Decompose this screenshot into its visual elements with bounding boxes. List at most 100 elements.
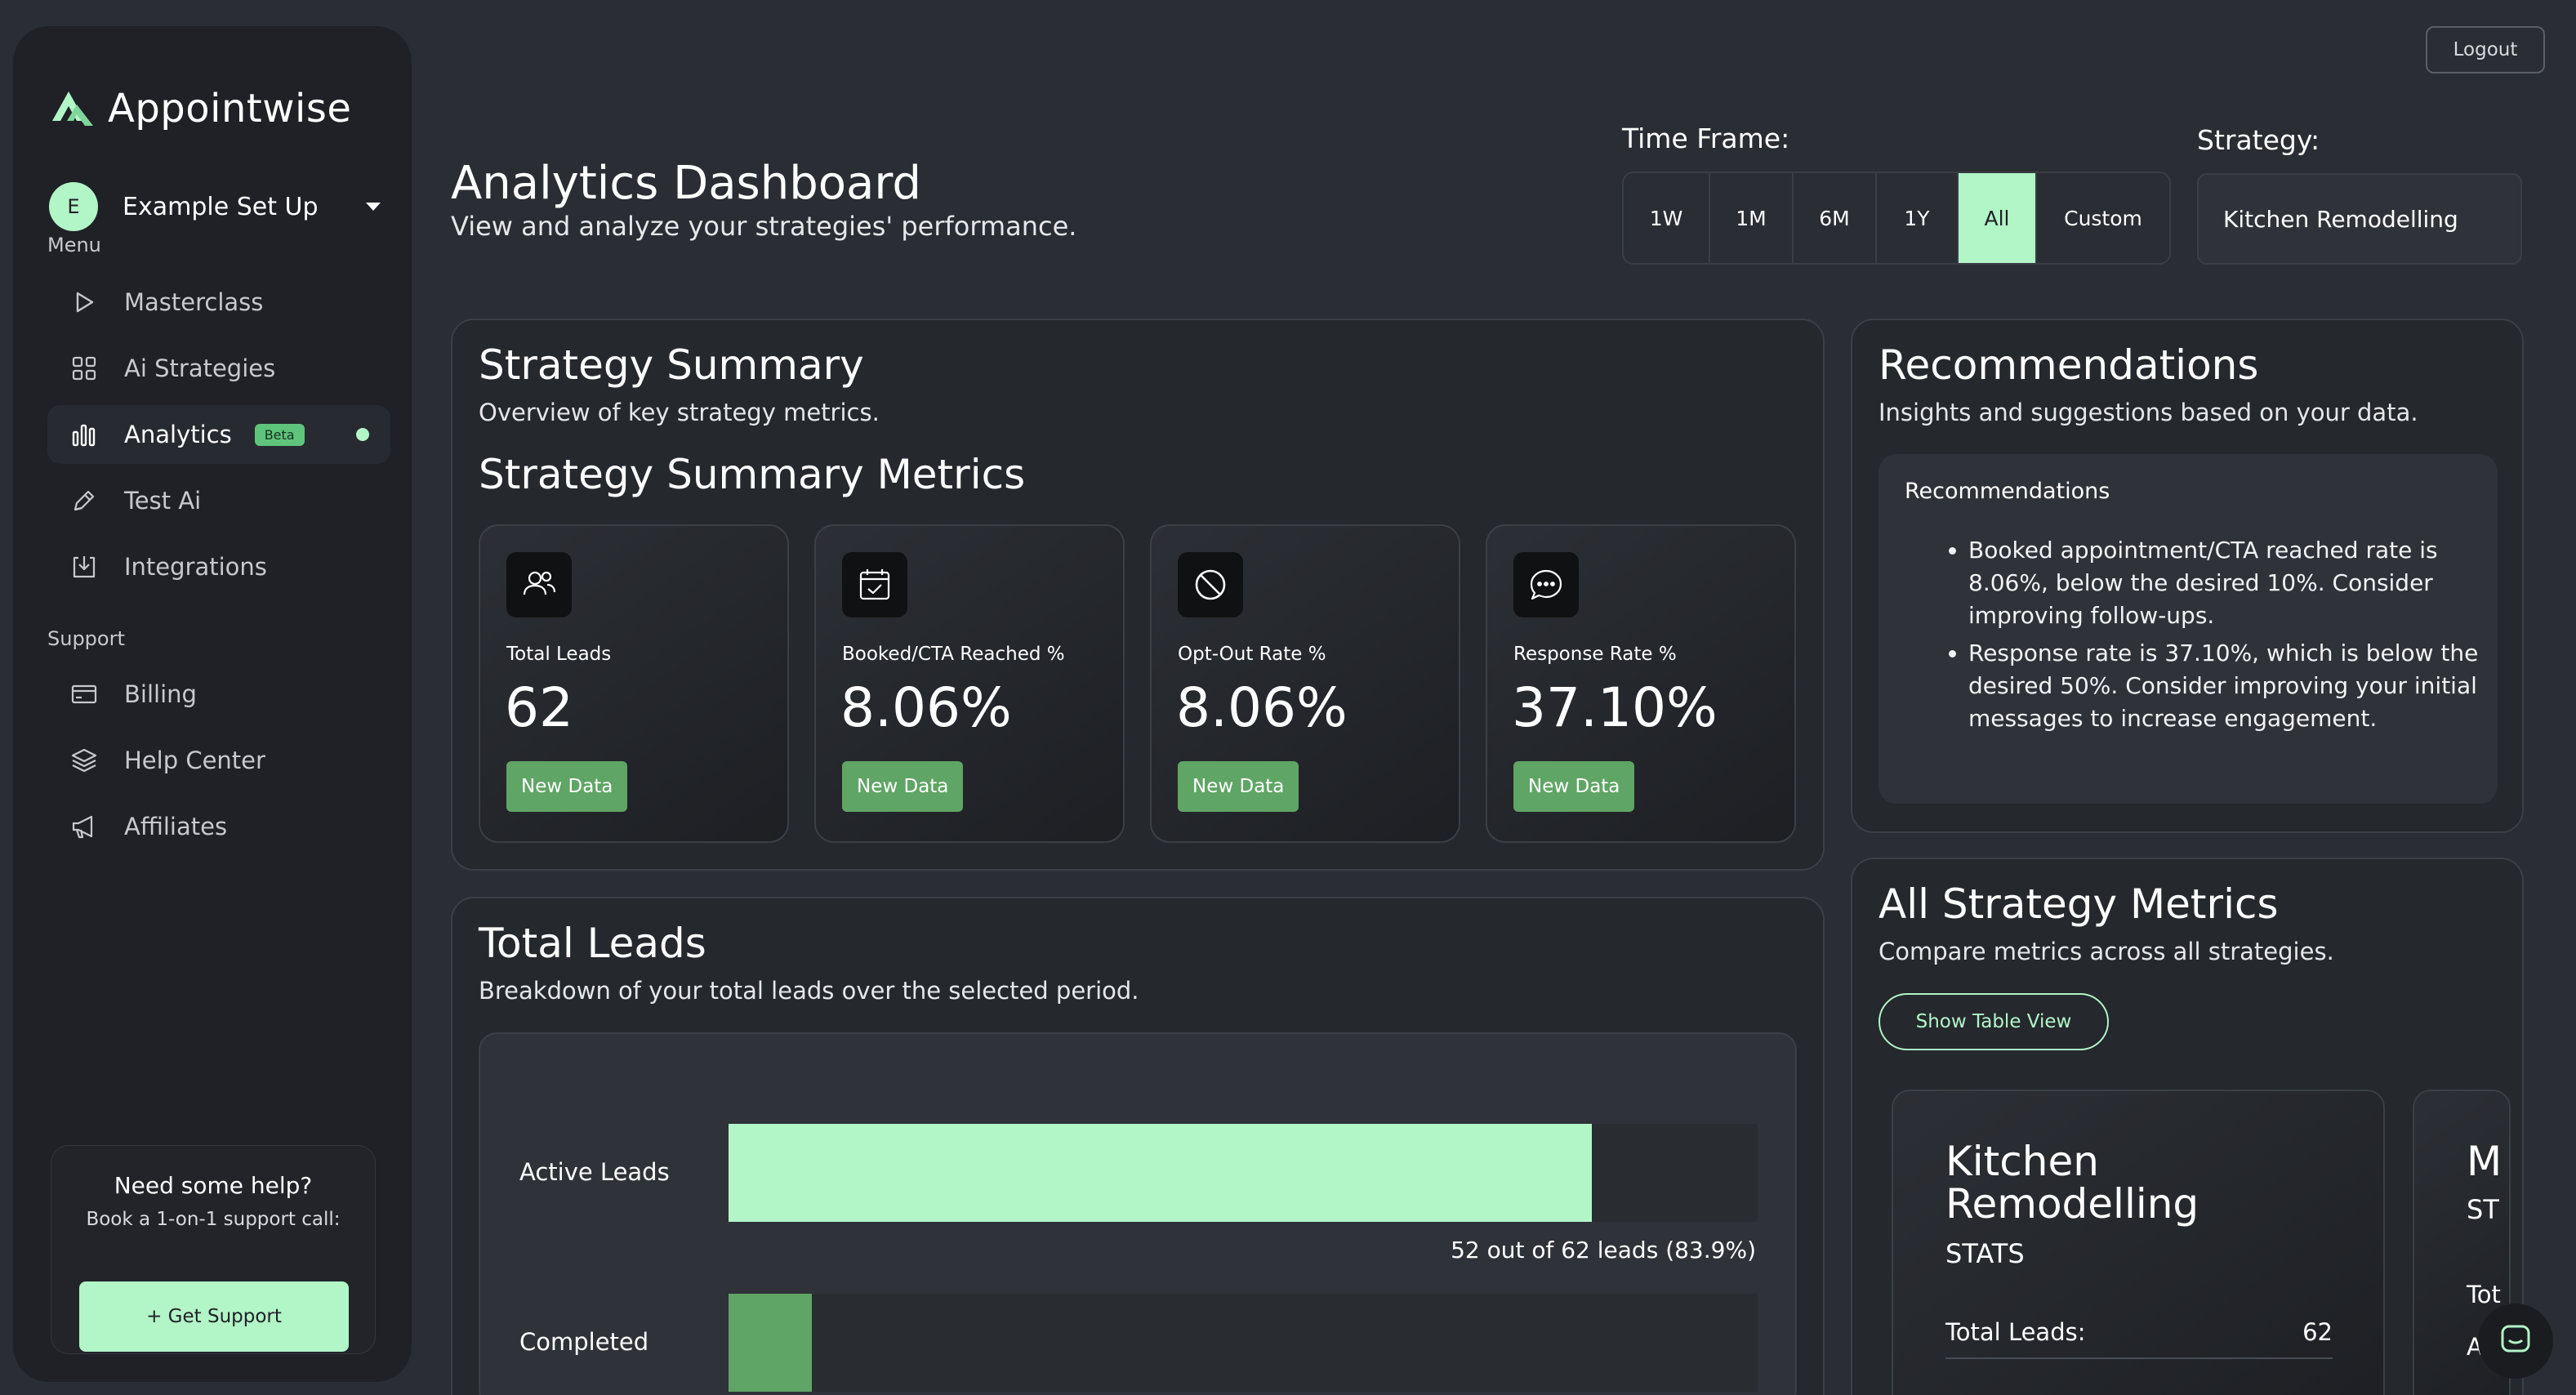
timeframe-selector: 1W 1M 6M 1Y All Custom [1622,172,2171,265]
page-subtitle: View and analyze your strategies' perfor… [451,211,1077,242]
sidebar-item-label: Test Ai [124,487,202,515]
leads-bar-chart: Active Leads 52 out of 62 leads (83.9%) … [479,1032,1797,1395]
page-title: Analytics Dashboard [451,157,921,210]
brand-logo[interactable]: Appointwise [49,85,351,132]
calendar-check-icon [842,552,907,617]
strategy-card[interactable]: Kitchen Remodelling STATS Total Leads: 6… [1892,1090,2385,1395]
sidebar-item-help-center[interactable]: Help Center [47,731,390,790]
timeframe-option-1m[interactable]: 1M [1710,173,1794,263]
menu-section-label: Menu [47,234,101,256]
sidebar-item-label: Help Center [124,747,265,774]
pencil-icon [69,485,100,516]
metric-label: Booked/CTA Reached % [842,644,1065,665]
timeframe-label: Time Frame: [1622,123,1790,154]
sidebar-item-label: Integrations [124,553,267,581]
avatar: E [49,182,98,231]
sidebar-item-label: Billing [124,680,197,708]
sidebar-item-test-ai[interactable]: Test Ai [47,471,390,530]
metric-value: 62 [505,676,573,739]
timeframe-option-1w[interactable]: 1W [1624,173,1710,263]
account-switcher[interactable]: E Example Set Up [49,181,392,232]
metric-label: Response Rate % [1513,644,1677,665]
sidebar-item-billing[interactable]: Billing [47,665,390,724]
panel-title: Total Leads [479,920,706,967]
bar-completed [729,1294,812,1392]
support-card-subtitle: Book a 1-on-1 support call: [86,1209,341,1230]
support-section-label: Support [47,627,125,650]
timeframe-option-all[interactable]: All [1959,173,2037,263]
timeframe-option-1y[interactable]: 1Y [1877,173,1959,263]
metric-value: 37.10% [1512,676,1718,739]
chat-icon [2497,1321,2534,1362]
sidebar-item-affiliates[interactable]: Affiliates [47,797,390,856]
sidebar-item-label: Masterclass [124,288,264,316]
sidebar-item-masterclass[interactable]: Masterclass [47,273,390,332]
recommendations-box-title: Recommendations [1905,479,2110,504]
recommendation-item: Response rate is 37.10%, which is below … [1968,637,2491,735]
recommendations-box: Recommendations Booked appointment/CTA r… [1879,454,2498,804]
support-menu: Billing Help Center Affiliates [47,665,390,863]
chat-launcher-button[interactable] [2478,1304,2553,1379]
users-icon [506,552,572,617]
stat-label: Tot [2467,1281,2501,1308]
panel-subtitle: Breakdown of your total leads over the s… [479,977,1139,1005]
strategy-name: M [2467,1138,2502,1185]
download-box-icon [69,551,100,582]
show-table-view-button[interactable]: Show Table View [1879,993,2109,1050]
strategy-label: Strategy: [2197,124,2320,156]
appointwise-logo-icon [49,85,96,132]
bar-chart-icon [69,419,100,450]
bar-caption: 52 out of 62 leads (83.9%) [1451,1237,1756,1264]
credit-card-icon [69,679,100,710]
metrics-title: Strategy Summary Metrics [479,451,1026,498]
sidebar-item-ai-strategies[interactable]: Ai Strategies [47,339,390,398]
grid-icon [69,353,100,384]
strategy-summary-panel: Strategy Summary Overview of key strateg… [451,319,1825,871]
sidebar-item-label: Analytics [124,421,232,448]
brand-name: Appointwise [108,86,352,131]
panel-title: Recommendations [1879,341,2259,389]
support-card: Need some help? Book a 1-on-1 support ca… [51,1145,376,1354]
sidebar-item-label: Affiliates [124,813,228,840]
recommendation-item: Booked appointment/CTA reached rate is 8… [1968,534,2491,632]
new-data-badge: New Data [506,761,628,812]
metric-value: 8.06% [1176,676,1348,739]
sidebar-item-label: Ai Strategies [124,354,276,382]
account-name: Example Set Up [123,192,319,221]
metric-card-response-rate: Response Rate % 37.10% New Data [1486,524,1796,843]
strategy-name: Kitchen Remodelling [1945,1138,2199,1228]
main-menu: Masterclass Ai Strategies Analytics [47,273,390,604]
active-indicator [356,428,369,441]
metric-label: Total Leads [506,644,612,665]
timeframe-option-6m[interactable]: 6M [1794,173,1877,263]
metric-value: 8.06% [840,676,1012,739]
all-strategy-metrics-panel: All Strategy Metrics Compare metrics acr… [1851,858,2524,1395]
bar-active-leads [729,1124,1592,1222]
metric-card-opt-out: Opt-Out Rate % 8.06% New Data [1150,524,1460,843]
metric-label: Opt-Out Rate % [1178,644,1326,665]
new-data-badge: New Data [1178,761,1299,812]
message-icon [1513,552,1579,617]
sidebar-item-integrations[interactable]: Integrations [47,537,390,596]
stats-label: STATS [1945,1238,2025,1269]
chevron-down-icon[interactable] [366,203,381,211]
bar-track [729,1124,1758,1222]
logout-button[interactable]: Logout [2426,26,2545,74]
stat-row: Total Leads: 62 [1945,1318,2333,1359]
play-icon [69,287,100,318]
recommendations-list: Booked appointment/CTA reached rate is 8… [1944,534,2491,740]
recommendations-panel: Recommendations Insights and suggestions… [1851,319,2524,833]
stat-value: 62 [2302,1318,2333,1346]
stat-label: Total Leads: [1945,1318,2086,1346]
timeframe-option-custom[interactable]: Custom [2064,206,2142,230]
panel-subtitle: Compare metrics across all strategies. [1879,938,2334,965]
strategy-select[interactable]: Kitchen Remodelling [2197,173,2522,265]
support-card-title: Need some help? [114,1172,313,1199]
new-data-badge: New Data [842,761,964,812]
sidebar-item-analytics[interactable]: Analytics Beta [47,405,390,464]
bar-track [729,1294,1758,1392]
new-data-badge: New Data [1513,761,1635,812]
get-support-button[interactable]: + Get Support [79,1281,349,1352]
panel-title: Strategy Summary [479,341,864,389]
